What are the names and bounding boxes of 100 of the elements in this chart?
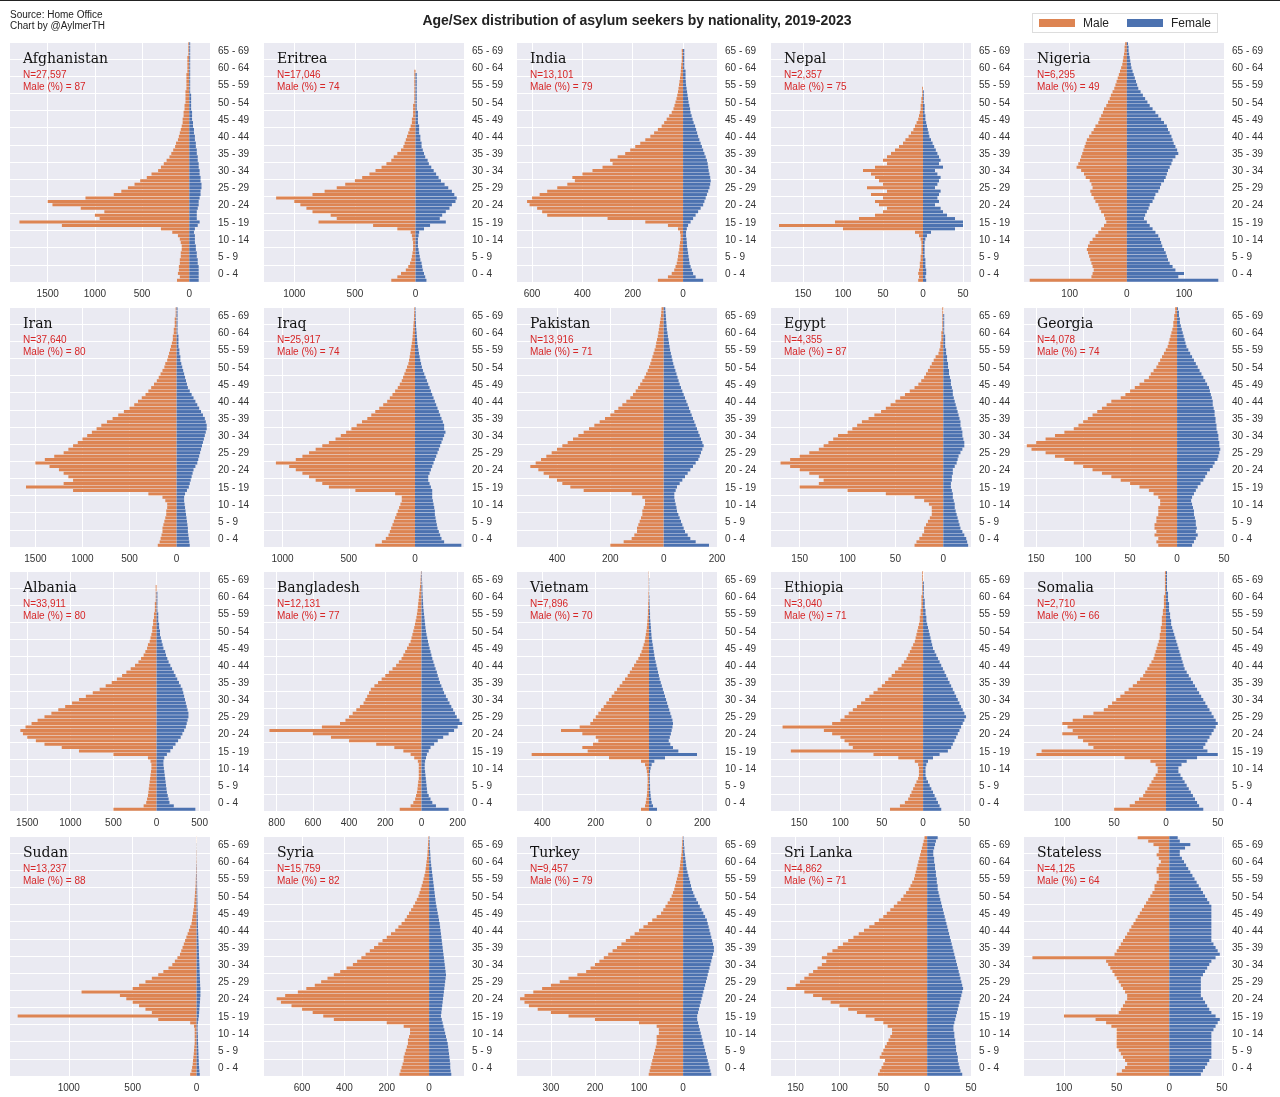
x-tick-label: 100 [830, 1081, 848, 1092]
bar [675, 883, 684, 887]
bar [176, 419, 206, 423]
bar [1145, 670, 1166, 674]
bar [418, 893, 429, 898]
bar [1126, 141, 1174, 145]
bar [1169, 842, 1191, 846]
x-tick-label: 0 [646, 816, 653, 828]
bar [1139, 797, 1166, 801]
bar [649, 711, 671, 715]
bar [603, 955, 684, 959]
bar [189, 134, 195, 138]
annotation: N=4,355 [783, 333, 823, 344]
bar [1125, 392, 1178, 396]
bar [179, 261, 190, 265]
bar [922, 780, 928, 784]
bar [1101, 227, 1127, 231]
y-tick-label: 50 - 54 [471, 625, 504, 637]
bar [683, 179, 711, 183]
x-tick-label: 800 [267, 816, 285, 828]
bar [189, 121, 194, 125]
bar [1165, 794, 1193, 798]
bar [683, 948, 714, 952]
bar [374, 543, 415, 547]
bar [922, 773, 926, 777]
bar [1122, 986, 1170, 990]
bar [926, 907, 943, 911]
text: Iraq [276, 314, 307, 331]
bar [189, 227, 195, 231]
x-tick-label: 1000 [83, 287, 107, 299]
bar [654, 131, 684, 135]
y-tick-label: 0 - 4 [471, 267, 492, 279]
annotation: Male (%) = 49 [1037, 80, 1100, 92]
bar [922, 708, 963, 712]
bar [626, 399, 664, 403]
y-tick-label: 60 - 64 [471, 591, 504, 603]
bar [669, 114, 684, 118]
bar [151, 632, 157, 636]
y-tick-label: 45 - 49 [218, 907, 250, 919]
y-tick-label: 65 - 69 [218, 309, 250, 321]
bar [390, 931, 429, 935]
bar [176, 433, 205, 437]
bar [189, 203, 199, 207]
bar [415, 151, 424, 155]
bar [82, 436, 177, 441]
bar [189, 213, 197, 217]
bar [683, 1068, 711, 1072]
x-tick-label: 1500 [24, 552, 47, 563]
y-tick-label: 60 - 64 [218, 591, 250, 603]
bar [1087, 416, 1178, 420]
bar [176, 522, 188, 526]
bar [408, 643, 421, 647]
bar [942, 385, 952, 389]
bar [399, 807, 421, 811]
bar [1107, 704, 1166, 708]
bar [1126, 203, 1150, 207]
bar [942, 433, 962, 437]
bar [1165, 619, 1172, 623]
bar [156, 667, 173, 671]
y-tick-label: 60 - 64 [471, 855, 504, 867]
y-tick-label: 40 - 44 [1232, 659, 1264, 671]
y-tick-label: 5 - 9 [218, 779, 239, 791]
bar [134, 402, 177, 406]
bar [683, 1051, 706, 1055]
bar [420, 728, 454, 732]
bar [377, 941, 429, 946]
bar [886, 155, 923, 159]
bar [428, 883, 434, 887]
bar [1091, 261, 1127, 265]
bar [1135, 917, 1170, 922]
bar [889, 907, 927, 911]
y-tick-label: 5 - 9 [978, 779, 999, 791]
y-tick-label: 20 - 24 [218, 463, 250, 475]
bar [1125, 1058, 1170, 1062]
bar [663, 481, 680, 485]
bar [922, 162, 939, 166]
bar [420, 691, 444, 695]
bar [683, 1058, 708, 1062]
bar [1152, 890, 1170, 894]
annotation: N=7,896 [530, 597, 569, 609]
y-tick-label: 5 - 9 [471, 779, 492, 791]
bar [644, 639, 649, 643]
bar [1165, 797, 1195, 801]
bar [663, 474, 685, 478]
bar [1151, 660, 1166, 664]
bar [176, 457, 199, 461]
y-tick-label: 25 - 29 [218, 711, 250, 723]
bar [905, 890, 927, 894]
bar [162, 529, 177, 533]
bar [1126, 199, 1153, 203]
bar [595, 715, 649, 719]
bar [420, 800, 432, 804]
bar [638, 522, 664, 526]
bar [1165, 711, 1212, 715]
x-tick-label: 100 [834, 287, 852, 299]
bar [179, 237, 190, 241]
bar [598, 711, 649, 715]
bar [590, 965, 684, 970]
bar [47, 199, 190, 203]
bar [1116, 79, 1127, 83]
